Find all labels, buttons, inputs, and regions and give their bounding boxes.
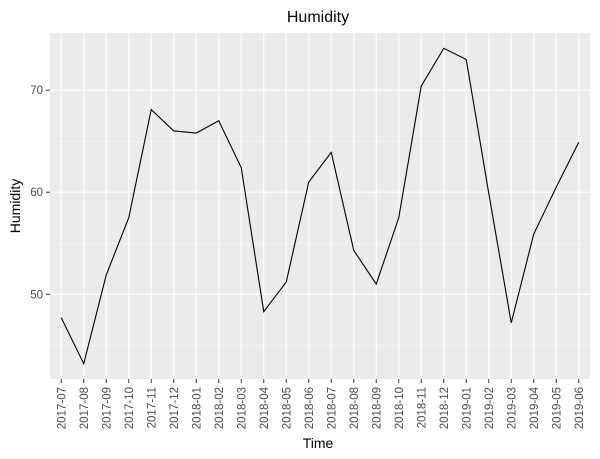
x-tick-label: 2018-02: [214, 387, 226, 429]
x-axis-title: Time: [303, 435, 334, 451]
x-axis: 2017-07 2017-08 2017-09 2017-10 2017-11 2017-…: [56, 379, 586, 429]
minor-gridlines: [50, 38, 590, 346]
y-axis-title: Humidity: [7, 179, 23, 233]
x-tick-label: 2018-12: [439, 387, 451, 429]
x-tick-label: 2018-09: [371, 387, 383, 429]
x-tick-label: 2017-08: [79, 387, 91, 429]
major-gridlines: [50, 33, 590, 379]
x-tick-label: 2018-06: [304, 387, 316, 429]
chart-title: Humidity: [287, 9, 349, 26]
x-tick-label: 2019-03: [506, 387, 518, 429]
x-tick-label: 2017-11: [146, 387, 158, 428]
x-tick-label: 2019-04: [529, 386, 541, 429]
x-tick-label: 2017-09: [101, 387, 113, 429]
x-tick-label: 2019-01: [461, 387, 473, 429]
humidity-series-line: [60, 47, 580, 366]
x-tick-label: 2017-07: [56, 387, 68, 429]
x-tick-label: 2018-08: [349, 387, 361, 429]
x-tick-label: 2019-06: [574, 387, 586, 429]
x-tick-label: 2018-10: [394, 387, 406, 429]
x-tick-label: 2017-10: [124, 387, 136, 429]
x-tick-label: 2017-12: [169, 387, 181, 429]
x-tick-label: 2018-01: [191, 387, 203, 429]
x-tick-label: 2018-07: [326, 387, 338, 429]
y-axis: 50 60 70: [30, 85, 50, 301]
y-tick-label: 70: [30, 85, 43, 97]
x-tick-label: 2018-03: [236, 387, 248, 429]
x-tick-label: 2019-05: [551, 387, 563, 429]
x-tick-label: 2018-04: [259, 386, 271, 429]
x-tick-label: 2018-11: [416, 387, 428, 428]
x-tick-label: 2019-02: [484, 387, 496, 429]
x-tick-label: 2018-05: [281, 387, 293, 429]
y-tick-label: 50: [30, 289, 43, 301]
y-tick-label: 60: [30, 187, 43, 199]
